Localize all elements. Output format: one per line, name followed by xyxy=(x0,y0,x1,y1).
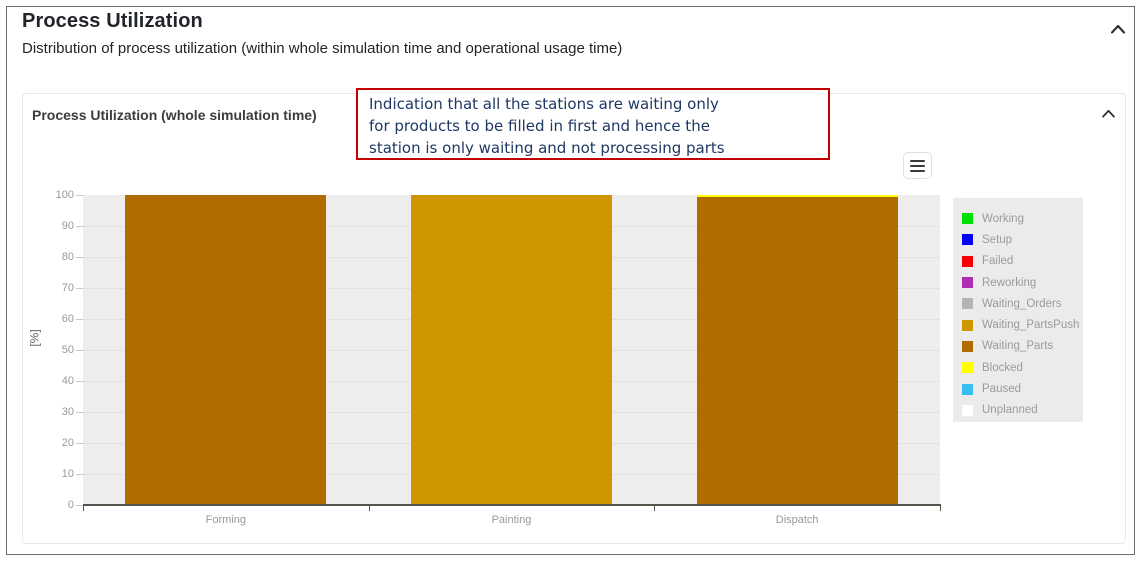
legend-item-failed[interactable]: Failed xyxy=(962,251,1083,272)
legend-label: Failed xyxy=(982,255,1014,268)
x-tick-mark xyxy=(368,506,370,511)
legend-swatch-icon xyxy=(962,213,973,225)
y-tick-label: 50 xyxy=(61,344,74,356)
legend-label: Setup xyxy=(982,233,1013,246)
legend-label: Blocked xyxy=(982,361,1023,374)
bar-segment-blocked xyxy=(696,195,898,198)
legend-swatch-icon xyxy=(962,404,973,416)
annotation-box: Indication that all the stations are wai… xyxy=(356,88,830,160)
annotation-line: for products to be filled in first and h… xyxy=(369,117,710,135)
bar-segment-waiting_parts xyxy=(696,197,898,505)
y-tick-label: 90 xyxy=(61,220,74,232)
y-tick-label: 60 xyxy=(61,313,74,325)
y-tick-mark xyxy=(76,443,83,444)
legend-swatch-icon xyxy=(962,383,973,395)
x-tick-mark xyxy=(654,506,656,511)
hamburger-menu-icon xyxy=(910,159,925,162)
annotation-line: Indication that all the stations are wai… xyxy=(369,95,719,113)
y-tick-label: 10 xyxy=(61,468,74,480)
x-axis-line xyxy=(83,504,941,506)
legend-item-waiting_parts[interactable]: Waiting_Parts xyxy=(962,336,1083,357)
legend-item-waiting_orders[interactable]: Waiting_Orders xyxy=(962,293,1083,314)
legend-label: Waiting_Parts xyxy=(982,340,1054,353)
chart-menu-button[interactable] xyxy=(903,152,932,179)
legend-swatch-icon xyxy=(962,319,973,331)
legend-swatch-icon xyxy=(962,277,973,289)
legend-item-paused[interactable]: Paused xyxy=(962,378,1083,399)
chevron-up-icon xyxy=(1110,22,1126,37)
panel-collapse-button[interactable] xyxy=(1106,20,1130,38)
legend-swatch-icon xyxy=(962,362,973,374)
y-tick-label: 20 xyxy=(61,437,74,449)
legend-item-working[interactable]: Working xyxy=(962,208,1083,229)
y-tick-label: 80 xyxy=(61,251,74,263)
bar-segment-waiting_parts xyxy=(125,195,327,505)
legend-item-waiting_partspush[interactable]: Waiting_PartsPush xyxy=(962,314,1083,335)
y-tick-mark xyxy=(76,226,83,227)
x-tick-mark xyxy=(83,506,84,511)
chart-card-title: Process Utilization (whole simulation ti… xyxy=(32,107,317,123)
card-collapse-button[interactable] xyxy=(1096,104,1120,122)
y-tick-label: 30 xyxy=(61,406,74,418)
x-tick-mark xyxy=(940,506,941,511)
chevron-up-icon xyxy=(1101,106,1116,121)
y-tick-label: 40 xyxy=(61,375,74,387)
y-tick-mark xyxy=(76,381,83,382)
y-tick-label: 70 xyxy=(61,282,74,294)
y-tick-mark xyxy=(76,257,83,258)
legend-label: Reworking xyxy=(982,276,1037,289)
y-tick-mark xyxy=(76,350,83,351)
y-tick-mark xyxy=(76,319,83,320)
legend-label: Waiting_PartsPush xyxy=(982,319,1080,332)
legend-swatch-icon xyxy=(962,234,973,246)
legend-swatch-icon xyxy=(962,298,973,310)
annotation-line: station is only waiting and not processi… xyxy=(369,139,725,157)
plot-area xyxy=(83,195,940,505)
x-axis-label: Forming xyxy=(205,514,246,526)
bar-segment-waiting_partspush xyxy=(411,195,612,505)
chart-legend: Working Setup Failed Reworking Waiting_Order… xyxy=(953,198,1083,422)
y-tick-label: 100 xyxy=(55,189,74,201)
legend-item-blocked[interactable]: Blocked xyxy=(962,357,1083,378)
page-title: Process Utilization xyxy=(22,10,203,32)
page-subtitle: Distribution of process utilization (wit… xyxy=(22,40,623,57)
legend-item-reworking[interactable]: Reworking xyxy=(962,272,1083,293)
bar-dispatch xyxy=(696,195,898,505)
legend-swatch-icon xyxy=(962,255,973,267)
legend-label: Unplanned xyxy=(982,404,1038,417)
y-tick-label: 0 xyxy=(67,499,74,511)
x-axis-label: Dispatch xyxy=(775,514,819,526)
y-tick-mark xyxy=(76,195,83,196)
legend-label: Working xyxy=(982,212,1024,225)
legend-item-setup[interactable]: Setup xyxy=(962,229,1083,250)
bar-forming xyxy=(125,195,327,505)
y-tick-mark xyxy=(76,474,83,475)
y-tick-mark xyxy=(76,412,83,413)
legend-label: Waiting_Orders xyxy=(982,297,1062,310)
legend-swatch-icon xyxy=(962,340,973,352)
legend-item-unplanned[interactable]: Unplanned xyxy=(962,400,1083,421)
bar-painting xyxy=(411,195,612,505)
y-tick-mark xyxy=(76,288,83,289)
legend-label: Paused xyxy=(982,383,1022,396)
x-axis-label: Painting xyxy=(491,514,532,526)
y-tick-mark xyxy=(76,505,83,506)
